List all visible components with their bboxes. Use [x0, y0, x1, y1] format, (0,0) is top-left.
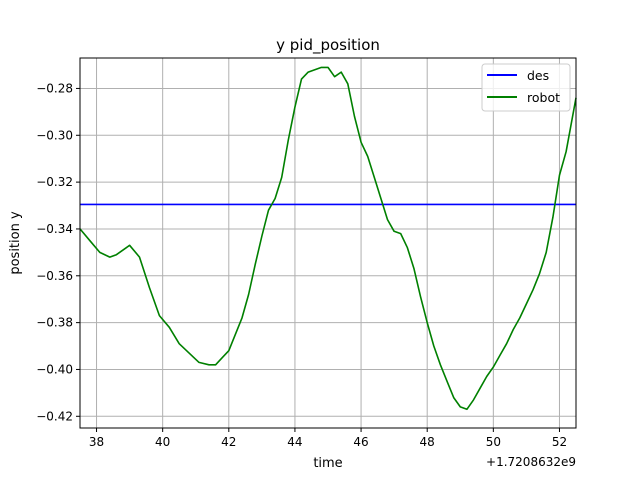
x-tick-label: 42 [221, 435, 236, 449]
x-tick-label: 38 [89, 435, 104, 449]
x-tick-label: 46 [353, 435, 368, 449]
legend-label-robot: robot [527, 90, 560, 105]
y-tick-label: −0.28 [36, 81, 73, 95]
x-tick-label: 40 [155, 435, 170, 449]
ticks: 38 40 42 44 46 48 50 52 −0.42 −0.40 −0.38 −0.36 −0.3… [36, 81, 567, 449]
legend: des robot [481, 63, 571, 112]
y-tick-label: −0.34 [36, 222, 73, 236]
x-tick-label: 52 [552, 435, 567, 449]
y-tick-label: −0.42 [36, 409, 73, 423]
y-tick-label: −0.38 [36, 316, 73, 330]
y-tick-label: −0.32 [36, 175, 73, 189]
series-line-robot [79, 66, 577, 411]
x-axis-offset-label: +1.7208632e9 [486, 455, 576, 469]
y-axis-label: position y [8, 211, 23, 275]
x-tick-label: 44 [287, 435, 302, 449]
x-axis-label: time [313, 456, 342, 471]
grid [80, 58, 576, 428]
y-tick-label: −0.30 [36, 128, 73, 142]
x-tick-label: 48 [420, 435, 435, 449]
x-tick-label: 50 [486, 435, 501, 449]
y-tick-label: −0.36 [36, 269, 73, 283]
plot-frame [79, 57, 577, 429]
series-group [79, 66, 577, 411]
y-tick-label: −0.40 [36, 362, 73, 376]
legend-label-des: des [527, 68, 549, 83]
chart-title: y pid_position [276, 36, 380, 55]
